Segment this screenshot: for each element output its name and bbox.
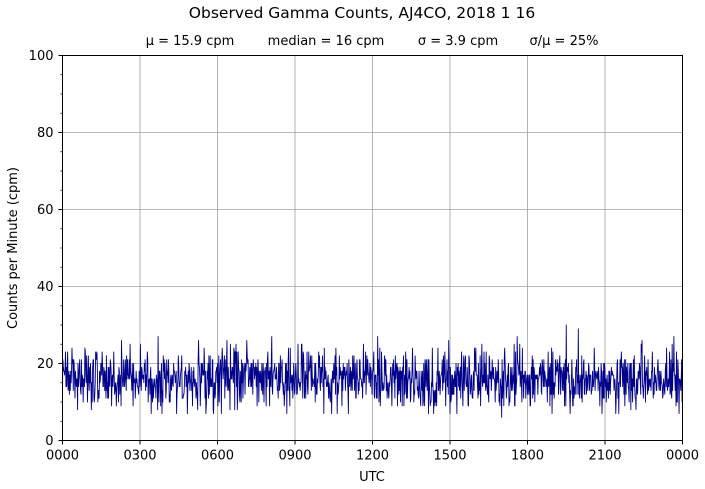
x-axis-label: UTC [359,470,385,485]
series-layer [62,324,683,418]
x-tick-label: 2100 [588,449,621,464]
x-tick-label: 1800 [511,449,544,464]
plot-frame [62,55,683,441]
y-tick-label: 80 [37,126,54,141]
major-ticks [58,55,683,445]
stat-sigma: σ = 3.9 cpm [418,34,498,49]
stat-ratio: σ/μ = 25% [530,34,599,49]
y-tick-label: 40 [37,280,54,295]
x-tick-labels: 0000 0300 0600 0900 1200 1500 1800 2100 0000 [46,449,699,464]
x-tick-label: 0600 [201,449,234,464]
y-tick-label: 0 [45,434,53,449]
y-tick-labels: 0 20 40 60 80 100 [29,49,54,449]
x-tick-label: 0300 [123,449,156,464]
chart-title: Observed Gamma Counts, AJ4CO, 2018 1 16 [189,4,535,22]
y-tick-label: 100 [29,49,54,64]
x-tick-label: 0000 [46,449,79,464]
grid-lines [62,55,683,441]
series-line-gamma-counts [62,324,683,418]
x-tick-label: 0900 [278,449,311,464]
x-tick-label: 0000 [666,449,699,464]
x-tick-label: 1200 [356,449,389,464]
stat-mean: μ = 15.9 cpm [146,34,235,49]
y-tick-label: 20 [37,357,54,372]
x-tick-label: 1500 [433,449,466,464]
stat-median: median = 16 cpm [268,34,385,49]
y-tick-label: 60 [37,203,54,218]
y-axis-label: Counts per Minute (cpm) [6,167,21,329]
